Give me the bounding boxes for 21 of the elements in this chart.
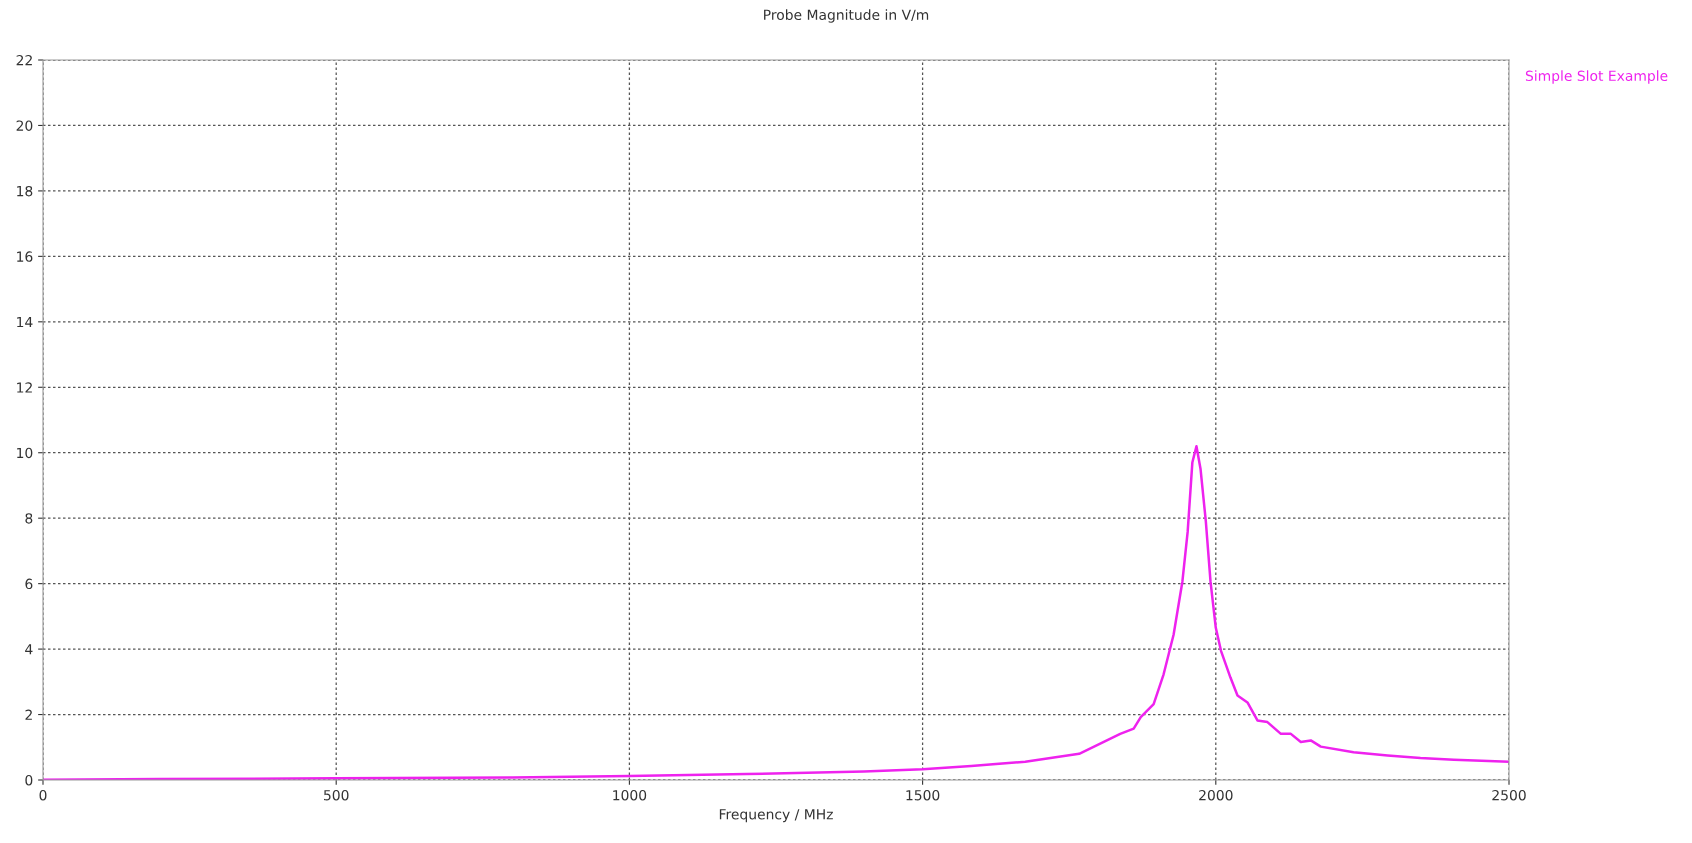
text: Simple Slot Example: [1525, 70, 1668, 84]
y-tick-label: 8: [25, 513, 33, 524]
x-tick-label: 1500: [906, 789, 940, 801]
y-tick-label: 18: [17, 185, 33, 197]
y-tick-label: 20: [16, 120, 33, 131]
y-tick-label: 22: [16, 54, 32, 66]
y-tick-label: 14: [17, 316, 33, 328]
y-tick-label: 4: [25, 644, 33, 655]
x-tick-label: 2500: [1492, 789, 1526, 801]
y-tick-label: 12: [17, 382, 32, 393]
y-tick-label: 10: [17, 447, 33, 459]
y-tick-label: 16: [17, 251, 33, 262]
x-axis-title: Frequency / MHz: [719, 809, 833, 823]
chart-title: Probe Magnitude in V/m: [764, 9, 929, 23]
y-tick-label: 6: [25, 578, 33, 590]
x-tick-label: 1000: [613, 789, 647, 801]
y-tick-label: 0: [25, 774, 33, 786]
x-tick-label: 2000: [1199, 789, 1233, 801]
y-tick-label: 2: [25, 709, 32, 720]
x-tick-label: 500: [324, 789, 349, 801]
x-tick-label: 0: [39, 789, 47, 801]
